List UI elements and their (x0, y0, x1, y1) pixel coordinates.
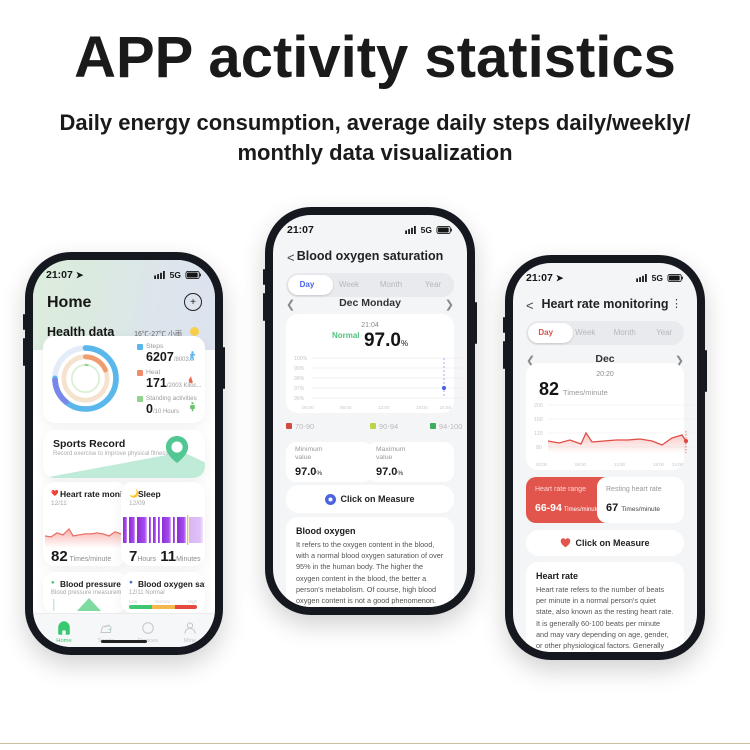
svg-text:200: 200 (534, 403, 543, 409)
svg-text:100%: 100% (294, 356, 308, 362)
svg-text:80: 80 (536, 445, 542, 451)
svg-text:120: 120 (534, 431, 543, 437)
svg-text:99%: 99% (294, 366, 305, 372)
svg-text:96%: 96% (294, 396, 305, 402)
svg-text:160: 160 (534, 417, 543, 423)
svg-text:97%: 97% (294, 386, 305, 392)
svg-text:98%: 98% (294, 376, 305, 382)
